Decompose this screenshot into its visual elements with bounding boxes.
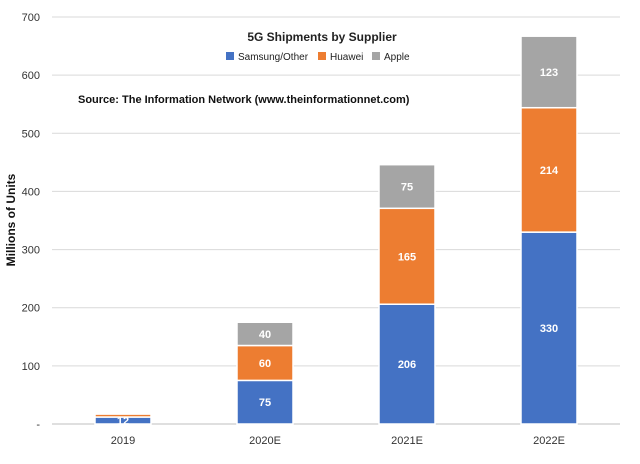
bar-value-label: 165: [398, 251, 416, 263]
x-axis-ticks: 2019 2020E 2021E 2022E: [111, 435, 565, 447]
y-tick-label: 600: [22, 70, 40, 82]
legend-swatch: [318, 52, 326, 60]
bar-value-label: 60: [259, 358, 271, 370]
y-tick-label: 700: [22, 12, 40, 24]
gridlines: [52, 16, 620, 367]
legend-label: Samsung/Other: [238, 52, 309, 63]
bar-value-label: 330: [540, 323, 558, 335]
y-tick-label: 400: [22, 186, 40, 198]
x-tick-label: 2020E: [249, 435, 281, 447]
bar-value-label: 75: [401, 181, 413, 193]
bar-value-label: 206: [398, 359, 416, 371]
legend-label: Apple: [384, 52, 410, 63]
bar-huawei: [94, 413, 152, 418]
legend-swatch: [226, 52, 234, 60]
chart-source: Source: The Information Network (www.the…: [78, 94, 410, 106]
bar-value-label: 12: [117, 416, 129, 428]
y-tick-label: 500: [22, 128, 40, 140]
bar-samsung-other: [520, 231, 578, 425]
y-tick-label: 100: [22, 361, 40, 373]
legend-label: Huawei: [330, 52, 363, 63]
x-tick-label: 2021E: [391, 435, 423, 447]
bar-huawei: [378, 207, 436, 305]
bar-value-label: 75: [259, 397, 271, 409]
bar-apple: [520, 35, 578, 109]
bar-apple: [378, 163, 436, 210]
y-axis-label: Millions of Units: [4, 173, 18, 266]
bar-samsung-other: [236, 379, 294, 425]
chart-title: 5G Shipments by Supplier: [247, 30, 397, 44]
x-tick-label: 2022E: [533, 435, 565, 447]
bars: 12 75 60 40 206 165 75 330 214 123: [94, 35, 578, 428]
bar-value-label: 40: [259, 329, 271, 341]
y-tick-label: 300: [22, 245, 40, 257]
bar-apple: [236, 321, 294, 347]
y-tick-label: -: [36, 419, 40, 431]
x-tick-label: 2019: [111, 435, 135, 447]
bar-value-label: 123: [540, 67, 558, 79]
y-axis-ticks: - 100 200 300 400 500 600 700: [22, 12, 41, 431]
legend-swatch: [372, 52, 380, 60]
bar-value-label: 214: [540, 165, 559, 177]
legend: Samsung/Other Huawei Apple: [226, 52, 410, 63]
y-tick-label: 200: [22, 303, 40, 315]
